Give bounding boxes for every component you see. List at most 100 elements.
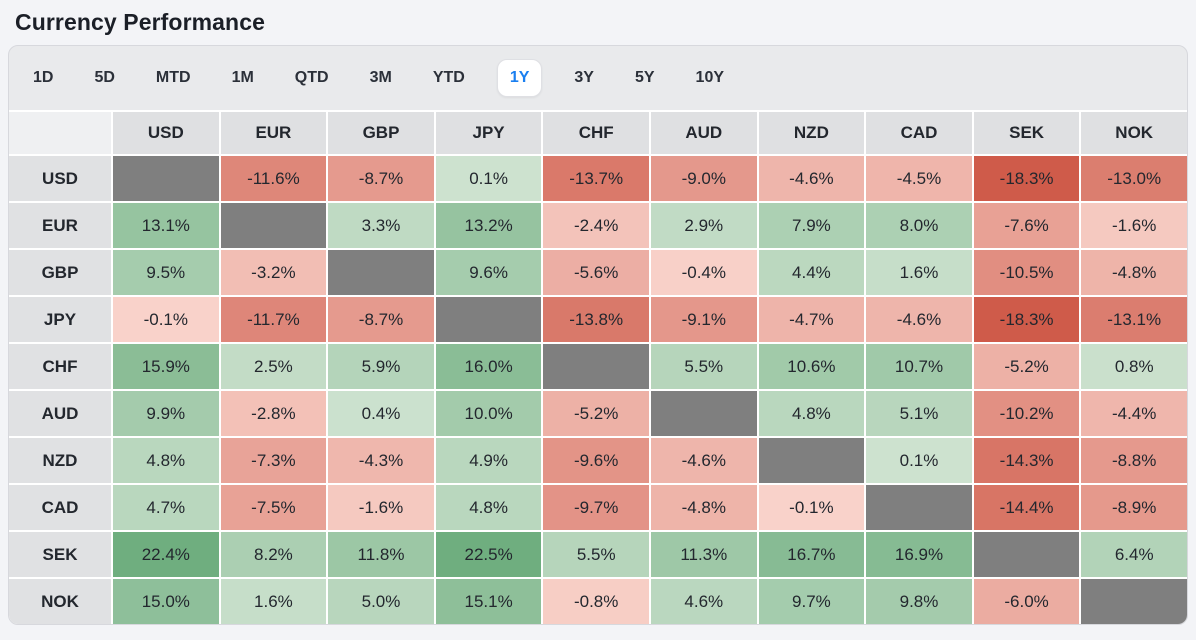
cell-chf-jpy: 16.0% — [435, 344, 542, 389]
currency-performance-card: 1D 5D MTD 1M QTD 3M YTD 1Y 3Y 5Y 10Y USD EUR GBP JPY C… — [8, 45, 1188, 625]
column-header-chf: CHF — [543, 112, 649, 154]
cell-usd-chf: -13.7% — [543, 156, 649, 201]
column-header-gbp: GBP — [328, 112, 434, 154]
cell-nzd-jpy: 4.9% — [435, 438, 542, 483]
cell-chf-cad: 10.7% — [866, 344, 972, 389]
cell-usd-sek: -18.3% — [973, 156, 1080, 201]
cell-eur-nok: -1.6% — [1081, 203, 1187, 248]
cell-chf-eur: 2.5% — [220, 344, 327, 389]
cell-eur-gbp: 3.3% — [328, 203, 434, 248]
diagonal-cell-gbp — [328, 250, 434, 295]
cell-nok-cad: 9.8% — [866, 579, 972, 624]
cell-chf-usd: 15.9% — [113, 344, 219, 389]
cell-sek-nok: 6.4% — [1081, 532, 1187, 577]
cell-usd-nok: -13.0% — [1081, 156, 1187, 201]
cell-eur-aud: 2.9% — [650, 203, 757, 248]
cell-jpy-sek: -18.3% — [973, 297, 1080, 342]
tab-5d[interactable]: 5D — [94, 69, 115, 87]
cell-usd-jpy: 0.1% — [435, 156, 542, 201]
row-header-usd: USD — [9, 156, 111, 201]
cell-chf-gbp: 5.9% — [328, 344, 434, 389]
tab-5y[interactable]: 5Y — [634, 69, 655, 87]
column-header-usd: USD — [113, 112, 219, 154]
tab-3m[interactable]: 3M — [369, 69, 392, 87]
diagonal-cell-nzd — [758, 438, 865, 483]
tab-mtd[interactable]: MTD — [155, 69, 191, 87]
cell-jpy-eur: -11.7% — [220, 297, 327, 342]
cell-cad-usd: 4.7% — [113, 485, 219, 530]
row-header-gbp: GBP — [9, 250, 111, 295]
row-header-jpy: JPY — [9, 297, 111, 342]
cell-chf-sek: -5.2% — [973, 344, 1080, 389]
cell-aud-nok: -4.4% — [1081, 391, 1187, 436]
cell-nzd-eur: -7.3% — [220, 438, 327, 483]
cell-eur-sek: -7.6% — [973, 203, 1080, 248]
tab-1d[interactable]: 1D — [33, 69, 54, 87]
column-header-sek: SEK — [973, 112, 1080, 154]
cell-jpy-usd: -0.1% — [113, 297, 219, 342]
cell-aud-gbp: 0.4% — [328, 391, 434, 436]
column-header-eur: EUR — [220, 112, 327, 154]
row-header-sek: SEK — [9, 532, 111, 577]
diagonal-cell-aud — [650, 391, 757, 436]
tab-1y[interactable]: 1Y — [496, 59, 543, 97]
cell-cad-nzd: -0.1% — [758, 485, 865, 530]
column-header-cad: CAD — [866, 112, 972, 154]
diagonal-cell-sek — [973, 532, 1080, 577]
cell-gbp-sek: -10.5% — [973, 250, 1080, 295]
cell-eur-nzd: 7.9% — [758, 203, 865, 248]
cell-sek-gbp: 11.8% — [328, 532, 434, 577]
cell-cad-sek: -14.4% — [973, 485, 1080, 530]
currency-matrix-table: USD EUR GBP JPY CHF AUD NZD CAD SEK NOK USD -11.6% -… — [9, 110, 1187, 624]
tab-ytd[interactable]: YTD — [432, 69, 465, 87]
diagonal-cell-cad — [866, 485, 972, 530]
cell-nok-usd: 15.0% — [113, 579, 219, 624]
diagonal-cell-usd — [113, 156, 219, 201]
cell-gbp-eur: -3.2% — [220, 250, 327, 295]
cell-sek-eur: 8.2% — [220, 532, 327, 577]
cell-sek-usd: 22.4% — [113, 532, 219, 577]
cell-sek-jpy: 22.5% — [435, 532, 542, 577]
cell-usd-nzd: -4.6% — [758, 156, 865, 201]
diagonal-cell-jpy — [435, 297, 542, 342]
tab-10y[interactable]: 10Y — [695, 69, 725, 87]
cell-sek-cad: 16.9% — [866, 532, 972, 577]
cell-nzd-nok: -8.8% — [1081, 438, 1187, 483]
cell-aud-sek: -10.2% — [973, 391, 1080, 436]
cell-jpy-cad: -4.6% — [866, 297, 972, 342]
column-header-jpy: JPY — [435, 112, 542, 154]
column-header-nzd: NZD — [758, 112, 865, 154]
cell-nok-eur: 1.6% — [220, 579, 327, 624]
cell-cad-eur: -7.5% — [220, 485, 327, 530]
cell-gbp-jpy: 9.6% — [435, 250, 542, 295]
cell-chf-nzd: 10.6% — [758, 344, 865, 389]
cell-gbp-nzd: 4.4% — [758, 250, 865, 295]
cell-chf-aud: 5.5% — [650, 344, 757, 389]
row-header-nok: NOK — [9, 579, 111, 624]
cell-cad-aud: -4.8% — [650, 485, 757, 530]
row-header-nzd: NZD — [9, 438, 111, 483]
cell-aud-usd: 9.9% — [113, 391, 219, 436]
cell-usd-cad: -4.5% — [866, 156, 972, 201]
column-header-nok: NOK — [1081, 112, 1187, 154]
cell-jpy-chf: -13.8% — [543, 297, 649, 342]
tab-3y[interactable]: 3Y — [574, 69, 594, 87]
period-tab-bar: 1D 5D MTD 1M QTD 3M YTD 1Y 3Y 5Y 10Y — [9, 46, 1187, 110]
diagonal-cell-eur — [220, 203, 327, 248]
cell-aud-chf: -5.2% — [543, 391, 649, 436]
cell-nzd-sek: -14.3% — [973, 438, 1080, 483]
cell-jpy-aud: -9.1% — [650, 297, 757, 342]
cell-eur-cad: 8.0% — [866, 203, 972, 248]
cell-nzd-aud: -4.6% — [650, 438, 757, 483]
cell-cad-chf: -9.7% — [543, 485, 649, 530]
tab-1m[interactable]: 1M — [231, 69, 254, 87]
tab-qtd[interactable]: QTD — [294, 69, 329, 87]
cell-aud-cad: 5.1% — [866, 391, 972, 436]
cell-gbp-usd: 9.5% — [113, 250, 219, 295]
cell-cad-gbp: -1.6% — [328, 485, 434, 530]
row-header-eur: EUR — [9, 203, 111, 248]
cell-nok-nzd: 9.7% — [758, 579, 865, 624]
cell-jpy-gbp: -8.7% — [328, 297, 434, 342]
cell-usd-eur: -11.6% — [220, 156, 327, 201]
cell-sek-chf: 5.5% — [543, 532, 649, 577]
